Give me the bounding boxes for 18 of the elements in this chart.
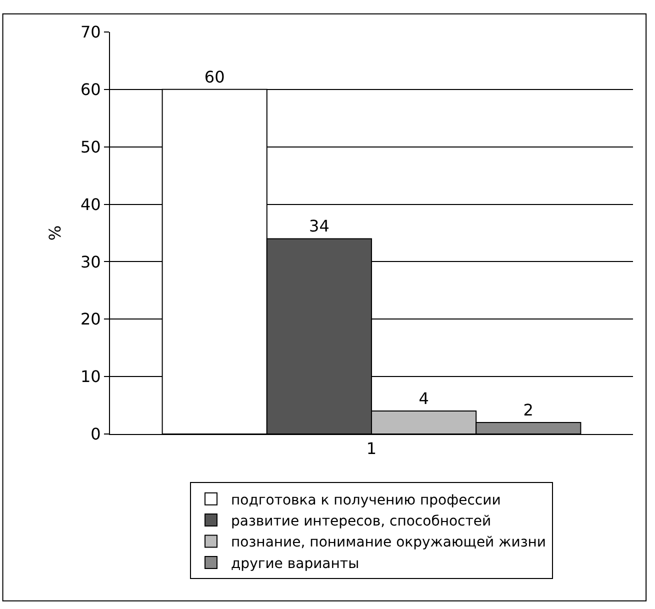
y-tick-label: 30 bbox=[80, 252, 101, 272]
data-label: 4 bbox=[418, 389, 429, 408]
y-axis-title: % bbox=[45, 225, 64, 241]
y-tick-label: 60 bbox=[80, 80, 101, 100]
y-tick-label: 0 bbox=[90, 424, 101, 444]
data-label: 60 bbox=[204, 67, 225, 86]
y-tick-label: 50 bbox=[80, 137, 101, 156]
y-tick-label: 70 bbox=[80, 22, 101, 42]
y-tick-label: 10 bbox=[80, 367, 101, 386]
y-tick-label: 20 bbox=[80, 310, 101, 329]
y-tick-label: 40 bbox=[80, 194, 101, 214]
legend-label: познание, понимание окружающей жизни bbox=[231, 534, 546, 551]
legend-label: другие варианты bbox=[231, 556, 360, 572]
data-label: 2 bbox=[523, 400, 534, 420]
legend-label: подготовка к получению профессии bbox=[231, 492, 501, 508]
legend-label: развитие интересов, способностей bbox=[231, 514, 492, 530]
data-label: 34 bbox=[309, 216, 330, 236]
x-tick-label: 1 bbox=[366, 439, 377, 458]
